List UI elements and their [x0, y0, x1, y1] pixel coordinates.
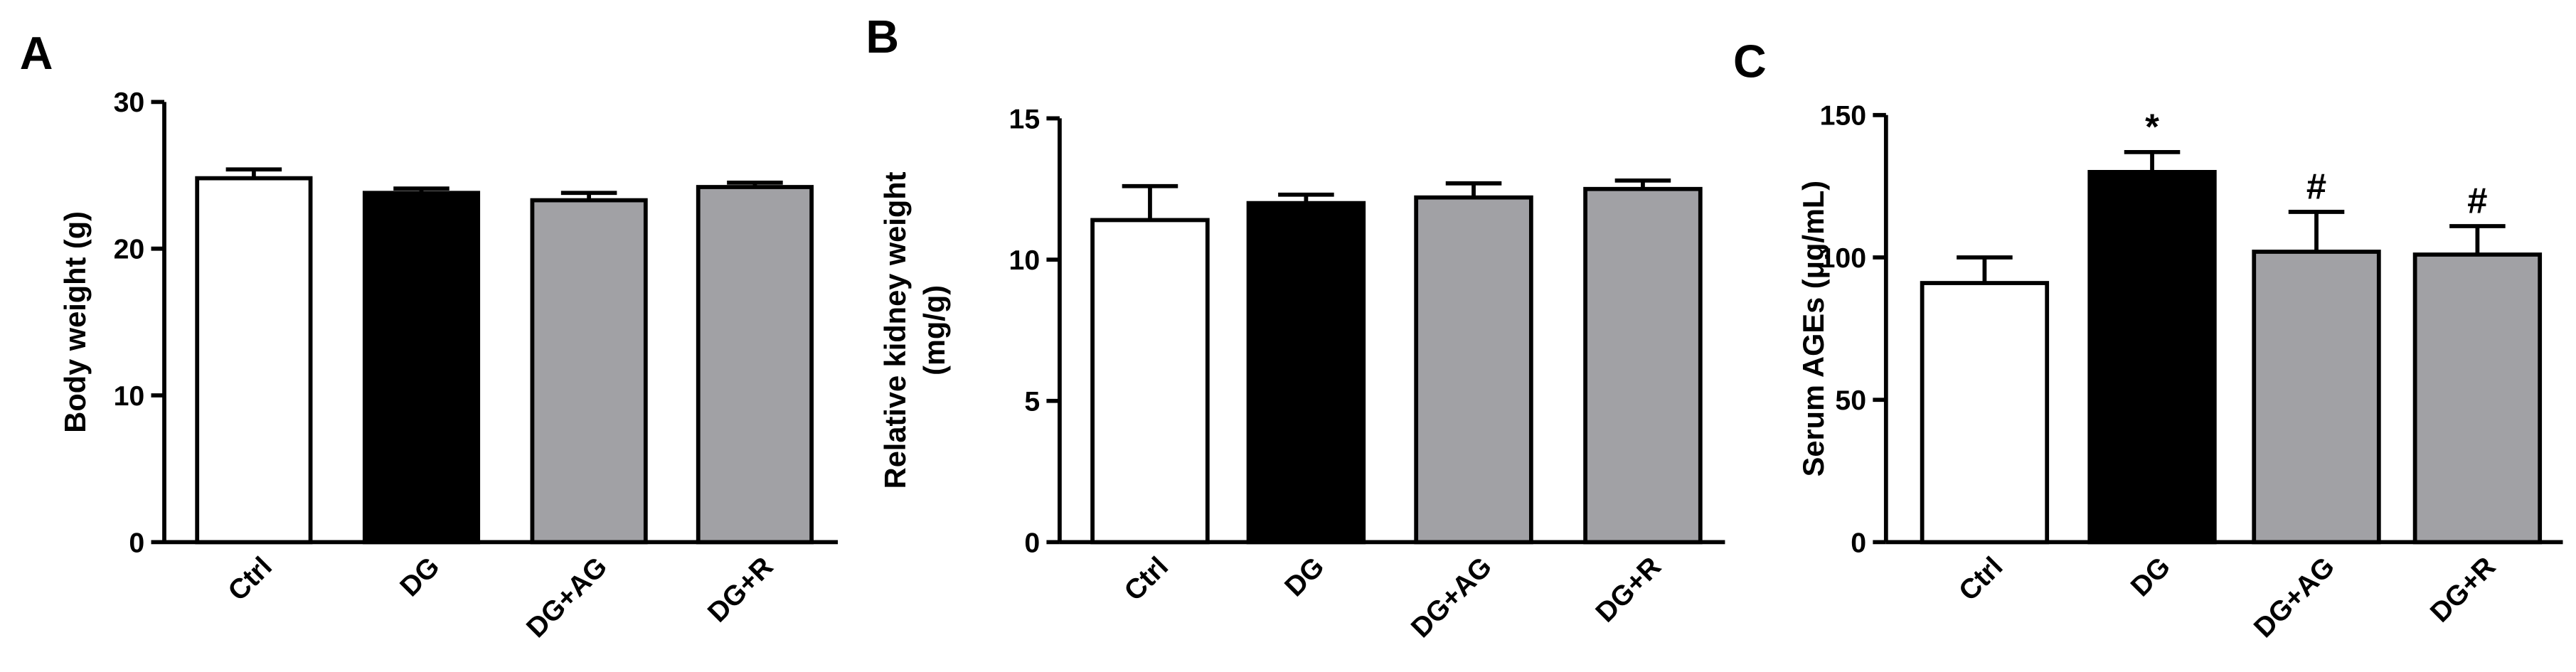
annotation: #: [2467, 180, 2487, 220]
bar: [1090, 218, 1210, 545]
x-tick-label: Ctrl: [1953, 551, 2009, 607]
panel-letter: C: [1733, 36, 1767, 87]
x-tick-label: DG+R: [701, 551, 779, 629]
x-tick-label: DG+AG: [521, 551, 614, 644]
x-tick-label: DG: [394, 551, 446, 603]
y-tick-label: 150: [1820, 100, 1867, 132]
y-tick-label: 0: [1024, 527, 1040, 558]
y-tick-label: 10: [1009, 245, 1040, 276]
y-tick-label: 30: [114, 87, 145, 118]
x-tick-label: DG: [2124, 551, 2176, 603]
x-tick-label: Ctrl: [1118, 551, 1174, 607]
y-tick-label: 5: [1024, 386, 1040, 417]
x-tick-label: DG+R: [2424, 551, 2501, 629]
y-tick-label: 100: [1820, 242, 1867, 274]
bar: [2087, 170, 2217, 545]
panel-letter: B: [866, 11, 899, 63]
y-axis-label: (mg/g): [917, 285, 951, 375]
y-tick-label: 0: [129, 527, 144, 558]
bar: [2252, 250, 2381, 545]
bar: [530, 198, 648, 545]
bar: [362, 191, 481, 545]
bar: [1246, 201, 1366, 545]
bar: [2412, 252, 2543, 545]
bar: [1414, 195, 1533, 545]
bar: [195, 176, 313, 545]
y-tick-label: 20: [114, 234, 145, 265]
bar: [696, 185, 814, 545]
x-tick-label: DG+AG: [1405, 551, 1499, 644]
bar: [1920, 281, 2050, 545]
y-tick-label: 0: [1851, 527, 1866, 558]
y-axis-label: Body weight (g): [58, 211, 92, 433]
y-tick-label: 10: [114, 380, 145, 412]
annotation: #: [2306, 166, 2326, 206]
y-tick-label: 15: [1009, 103, 1040, 134]
x-tick-label: DG+R: [1590, 551, 1667, 629]
y-tick-label: 50: [1835, 385, 1866, 416]
panel-letter: A: [20, 27, 53, 79]
bar: [1583, 186, 1703, 545]
y-axis-label: Relative kidney weight: [878, 171, 912, 489]
x-tick-label: DG: [1279, 551, 1331, 603]
annotation: *: [2145, 106, 2159, 146]
x-tick-label: Ctrl: [222, 551, 278, 607]
y-axis-label: Serum AGEs (μg/mL): [1797, 181, 1830, 476]
x-tick-label: DG+AG: [2248, 551, 2341, 644]
